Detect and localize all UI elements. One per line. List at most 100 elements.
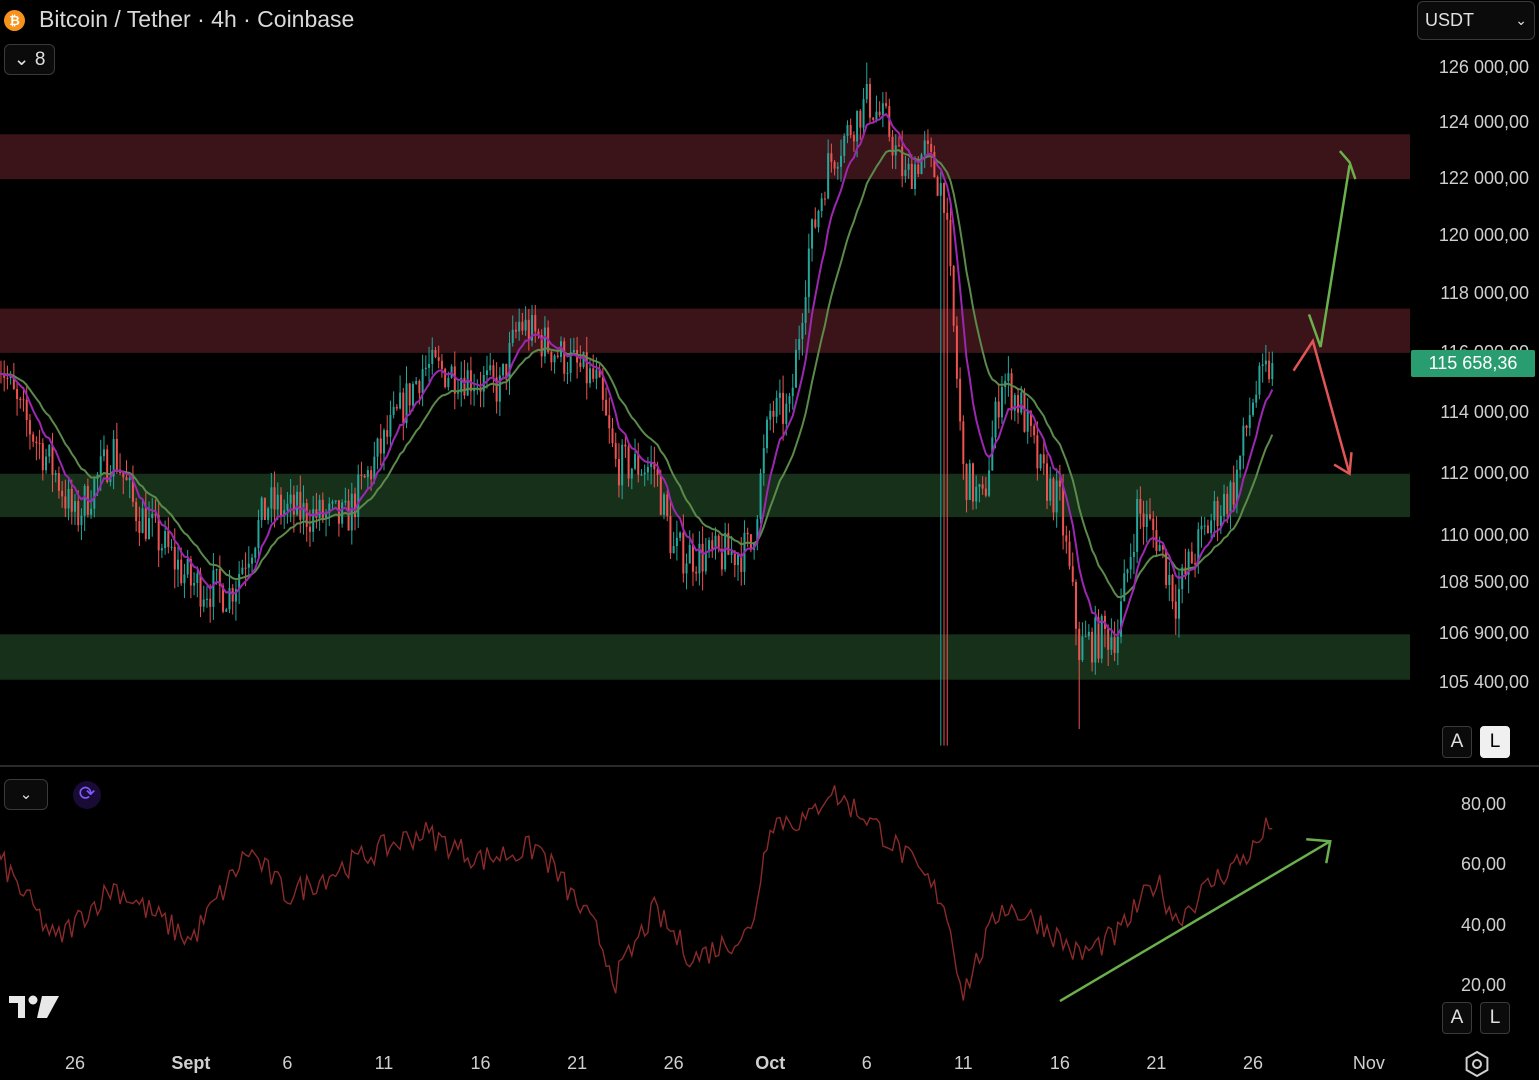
candle [827,139,830,200]
rsi-line [0,785,1273,1001]
candle [22,386,25,412]
candle [627,442,630,487]
candle [614,432,617,468]
candle [923,131,926,169]
fast-moving-average-line [0,112,1274,637]
candle [511,315,514,347]
candle [144,491,147,542]
candle [489,352,492,376]
rsi-axis-label: 80,00 [1460,794,1506,814]
indicators-collapse-button[interactable]: ⌄ 8 [4,44,55,75]
candle [527,309,530,351]
candle [756,515,759,551]
symbol-title[interactable]: Bitcoin / Tether · 4h · Coinbase [39,6,355,32]
candle [1271,351,1274,386]
candle [807,233,810,314]
candle [695,566,698,582]
candle [386,415,389,445]
candle [437,345,440,369]
auto-scale-button[interactable]: A [1442,726,1472,758]
candle [1252,398,1254,418]
candle [67,477,70,521]
candle [630,467,633,490]
candle [514,321,517,339]
candle [160,543,163,559]
candle [3,360,6,392]
candle [891,130,894,169]
time-axis-label: 6 [282,1053,293,1073]
candle [1258,362,1261,400]
candle [605,387,608,417]
candle [1094,605,1097,675]
candle [634,438,637,471]
candle [205,586,208,608]
time-axis-label: 26 [663,1053,684,1073]
time-axis-label: 21 [567,1053,588,1073]
candle [1129,543,1132,579]
candle [399,375,402,410]
candle [862,87,865,138]
log-scale-button[interactable]: L [1480,726,1510,758]
candle [1158,536,1161,552]
candle [1126,568,1129,583]
candle [791,373,794,410]
candle [1268,351,1271,383]
candle [798,325,801,360]
bearish-arrow [1292,338,1351,475]
refresh-icon[interactable]: ⟳ [73,781,101,809]
candle [1091,627,1094,672]
candle [1190,542,1193,564]
candle [988,458,991,498]
gear-icon[interactable] [1463,1050,1491,1078]
candle [1110,618,1113,655]
candle [1074,579,1077,646]
candle [70,479,73,525]
candle [196,566,199,598]
candle [685,553,688,590]
candle [77,490,80,532]
candle [1255,380,1258,408]
candle [675,520,678,561]
pane-separator[interactable] [0,765,1539,767]
candle [286,491,289,524]
candle [1213,490,1216,538]
candle [720,533,723,576]
rsi-log-scale-button[interactable]: L [1480,1002,1510,1034]
candle [997,385,1000,429]
candle [737,551,740,581]
candle [1004,373,1007,405]
candle [315,492,318,529]
candle [849,118,852,139]
time-axis-label: Oct [755,1053,786,1073]
candle [624,434,627,458]
candle [1165,548,1168,589]
candle [959,367,962,431]
rsi-auto-scale-button[interactable]: A [1442,1002,1472,1034]
candle [666,490,669,522]
bullish-arrowhead [1338,150,1357,180]
price-axis-label: 114 000,00 [1440,401,1529,422]
candle [775,390,778,424]
time-axis-label: 16 [1049,1053,1070,1073]
candle [64,479,67,518]
time-axis-label: 21 [1146,1053,1167,1073]
candle [1261,353,1264,383]
candle [469,356,472,405]
tradingview-logo[interactable] [9,994,59,1020]
candle [279,487,282,525]
candle [852,131,855,152]
candle [218,555,221,603]
candle [492,359,495,393]
candle [1010,368,1013,420]
candle [843,133,846,163]
candle [926,129,929,157]
candle [102,435,105,462]
rsi-collapse-button[interactable]: ⌄ [4,779,48,810]
currency-select[interactable]: USDT ⌄ [1417,1,1535,40]
rsi-chart[interactable] [0,767,1539,1042]
candle [1145,500,1148,543]
rsi-trend-arrow [1059,840,1331,1003]
candle [820,193,823,218]
candle [270,472,273,523]
price-chart[interactable] [0,0,1539,765]
